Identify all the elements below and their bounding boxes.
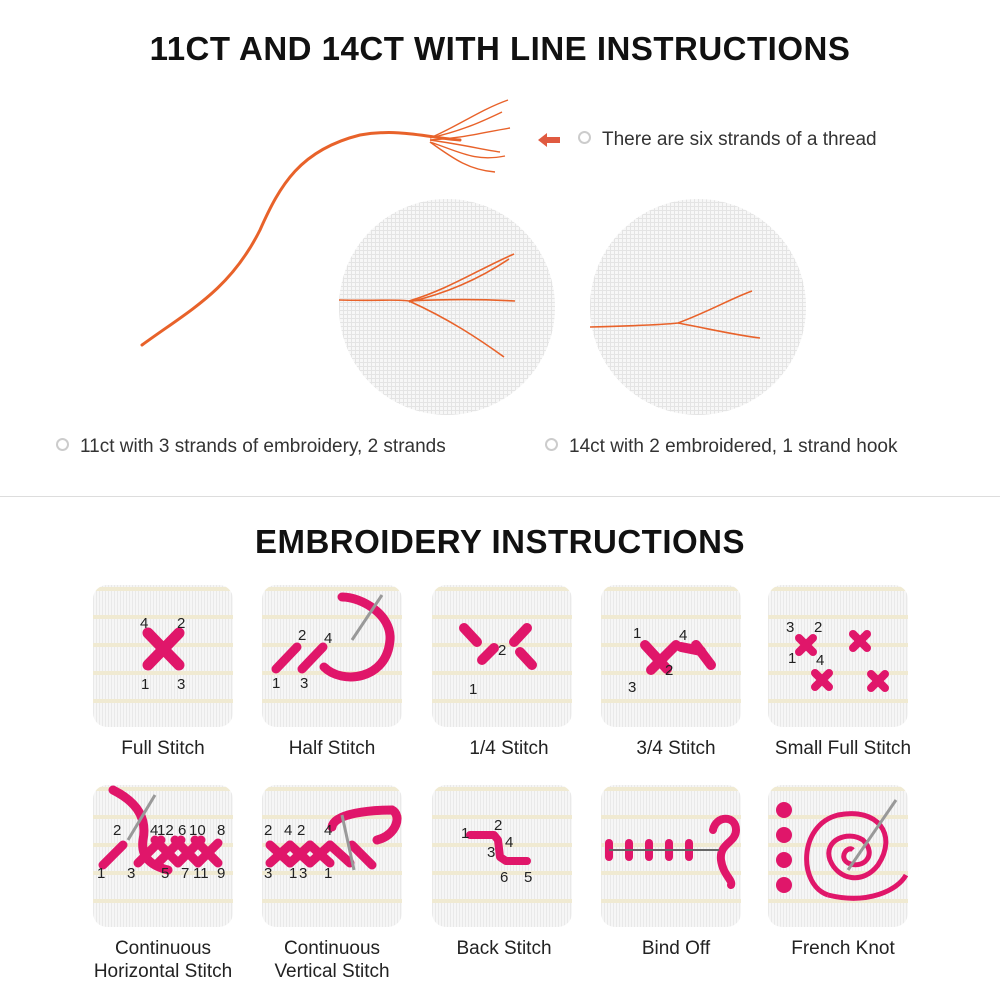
bind-off-diagram	[601, 785, 741, 927]
stitch-order-number: 1	[97, 865, 105, 882]
label-line: Continuous	[283, 938, 381, 959]
stitch-order-number: 2	[264, 822, 272, 839]
stitch-order-number: 2	[665, 662, 673, 679]
stitch-order-number: 4	[284, 822, 292, 839]
full-stitch-diagram: 4 2 1 3	[93, 585, 233, 727]
fabric-11ct-sample	[338, 199, 555, 415]
stitch-order-number: 3	[299, 865, 307, 882]
half-stitch-label: Half Stitch	[288, 738, 376, 759]
stitch-order-number: 4	[324, 630, 332, 647]
stitch-order-number: 3	[127, 865, 135, 882]
three-quarter-stitch-diagram: 1 4 2 3	[601, 585, 741, 727]
six-strand-thread-image	[140, 99, 511, 347]
stitch-order-number: 4	[140, 615, 148, 632]
stitch-order-number: 6	[500, 869, 508, 886]
continuous-horizontal-stitch-label: Continuous Horizontal Stitch	[73, 937, 253, 983]
stitch-order-number: 2	[298, 627, 306, 644]
stitch-order-number: 1	[788, 650, 796, 667]
thread-note: There are six strands of a thread	[578, 129, 877, 151]
french-knot-diagram	[768, 785, 908, 927]
caption-11ct: 11ct with 3 strands of embroidery, 2 str…	[56, 436, 446, 458]
quarter-stitch-diagram: 2 1	[432, 585, 572, 727]
stitch-order-number: 2	[494, 817, 502, 834]
stitch-order-number: 3	[264, 865, 272, 882]
label-line: Horizontal Stitch	[93, 961, 233, 982]
small-full-stitch-diagram: 3 2 1 4	[768, 585, 908, 727]
bullet-icon	[578, 131, 591, 145]
bullet-icon	[56, 438, 69, 452]
continuous-vertical-stitch-label: Continuous Vertical Stitch	[242, 937, 422, 983]
stitch-order-number: 4	[150, 822, 158, 839]
stitch-order-number: 3	[177, 676, 185, 693]
stitch-order-number: 4	[816, 652, 824, 669]
stitch-order-number: 3	[628, 679, 636, 696]
stitch-order-number: 2	[297, 822, 305, 839]
stitch-order-number: 1	[289, 865, 297, 882]
bullet-icon	[545, 438, 558, 452]
stitch-order-number: 1	[461, 825, 469, 842]
stitch-order-number: 1	[324, 865, 332, 882]
stitch-order-number: 4	[679, 627, 687, 644]
stitch-order-number: 7	[181, 865, 189, 882]
continuous-vertical-stitch-diagram: 2 4 2 4 3 1 3 1	[262, 785, 402, 927]
stitch-order-number: 5	[524, 869, 532, 886]
label-line: Vertical Stitch	[274, 961, 390, 982]
stitch-order-number: 1	[272, 675, 280, 692]
thread-note-text: There are six strands of a thread	[602, 129, 877, 150]
french-knot-label: French Knot	[791, 938, 895, 959]
stitch-order-number: 3	[487, 844, 495, 861]
full-stitch-label: Full Stitch	[121, 738, 205, 759]
stitch-order-number: 8	[217, 822, 225, 839]
thread-section-title: 11CT AND 14CT WITH LINE INSTRUCTIONS	[149, 30, 851, 67]
continuous-horizontal-stitch-diagram: 2 4 12 6 10 8 1 3 5 7 11 9	[93, 785, 233, 927]
small-full-stitch-label: Small Full Stitch	[774, 738, 912, 759]
stitch-order-number: 1	[469, 681, 477, 698]
stitch-order-number: 3	[786, 619, 794, 636]
embroidery-section-title: EMBROIDERY INSTRUCTIONS	[254, 523, 746, 560]
stitch-order-number: 2	[113, 822, 121, 839]
stitch-order-number: 5	[161, 865, 169, 882]
stitch-order-number: 4	[505, 834, 513, 851]
caption-14ct: 14ct with 2 embroidered, 1 strand hook	[545, 436, 897, 458]
stitch-order-number: 1	[633, 625, 641, 642]
fabric-14ct-sample	[589, 199, 806, 415]
bind-off-label: Bind Off	[641, 938, 711, 959]
stitch-order-number: 6	[178, 822, 186, 839]
arrow-left-icon	[538, 133, 560, 147]
stitch-order-number: 1	[141, 676, 149, 693]
stitch-order-number: 2	[177, 615, 185, 632]
three-quarter-stitch-label: 3/4 Stitch	[636, 738, 716, 759]
back-stitch-label: Back Stitch	[456, 938, 552, 959]
stitch-order-number: 11	[193, 865, 209, 882]
stitch-order-number: 2	[814, 619, 822, 636]
section-divider	[0, 496, 1000, 497]
stitch-order-number: 12	[157, 822, 174, 839]
back-stitch-diagram: 1 2 4 3 6 5	[432, 785, 572, 927]
caption-14ct-text: 14ct with 2 embroidered, 1 strand hook	[569, 436, 898, 457]
caption-11ct-text: 11ct with 3 strands of embroidery, 2 str…	[80, 436, 446, 457]
stitch-order-number: 3	[300, 675, 308, 692]
half-stitch-diagram: 2 4 1 3	[262, 585, 402, 727]
label-line: Continuous	[114, 938, 212, 959]
quarter-stitch-label: 1/4 Stitch	[469, 738, 549, 759]
stitch-order-number: 9	[217, 865, 225, 882]
stitch-order-number: 10	[189, 822, 206, 839]
stitch-order-number: 2	[498, 642, 506, 659]
stitch-order-number: 4	[324, 822, 332, 839]
